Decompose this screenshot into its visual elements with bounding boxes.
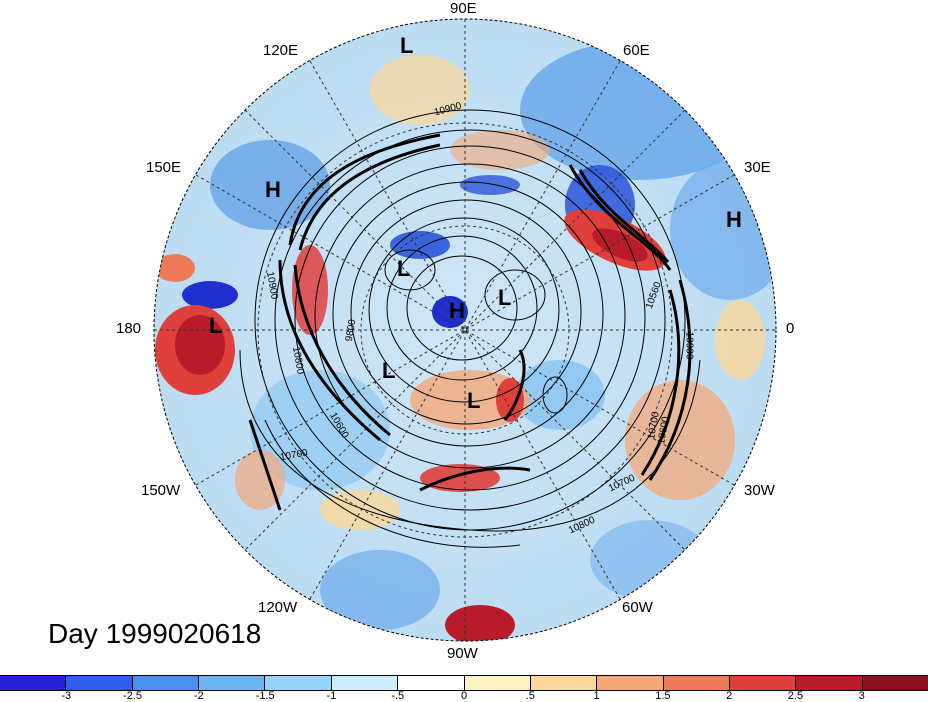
colorbar-segment [663,676,730,690]
contour-label: 10900 [683,331,695,360]
lon-label-60w: 60W [622,599,653,616]
colorbar-tick-label: 2 [726,690,733,702]
low-label: L [400,33,414,58]
height-contours [239,109,701,548]
colorbar-segment [464,676,531,690]
colorbar-segment [729,676,797,690]
colorbar-tick-label: -1 [326,690,337,702]
colorbar-tick-label: 3 [858,690,865,702]
colorbar-segment [0,676,67,690]
colorbar-tick-label: 1.5 [655,690,671,702]
colorbar-segment [66,676,133,690]
colorbar-segment [530,676,598,690]
colorbar [0,675,928,691]
lon-label-180: 180 [116,320,142,337]
lon-label-90e: 90E [450,0,477,17]
colorbar-tick-label: 2.5 [787,690,804,702]
colorbar-tick-label: -2 [193,690,204,702]
colorbar-segment [331,676,399,690]
colorbar-tick-label: -2.5 [123,690,143,702]
colorbar-tick-label: 1 [593,690,600,702]
lon-label-150e: 150E [146,159,182,176]
lon-label-120e: 120E [263,42,299,59]
colorbar-tick-label: .5 [525,690,535,702]
low-label: L [498,285,512,310]
lon-label-30w: 30W [744,482,775,499]
high-label: H [449,298,465,323]
lon-label-60e: 60E [623,42,650,59]
low-label: L [382,358,396,383]
lon-label-30e: 30E [744,159,771,176]
day-label: Day 1999020618 [48,618,262,649]
map-boundary [153,18,777,642]
low-label: L [397,256,411,281]
lon-label-0: 0 [786,320,795,337]
lon-label-120w: 120W [258,599,298,616]
colorbar-tick-label: 0 [460,690,468,702]
colorbar-tick-label: -1.5 [255,690,275,702]
colorbar-segment [132,676,200,690]
colorbar-segment [796,676,863,690]
colorbar-segment [199,676,266,690]
colorbar-tick-label: -.5 [391,690,405,702]
colorbar-tick-label: -3 [61,690,72,702]
low-label: L [467,388,481,413]
lon-label-90w: 90W [447,645,478,662]
jet-isotachs [248,133,692,511]
colorbar-segment [265,676,332,690]
colorbar-segment [597,676,664,690]
high-label: H [265,177,281,202]
colorbar-segment [398,676,465,690]
high-label: H [726,207,742,232]
low-label: L [209,313,223,338]
lon-label-150w: 150W [141,482,181,499]
graticule [154,19,776,641]
colorbar-segment [862,676,928,690]
